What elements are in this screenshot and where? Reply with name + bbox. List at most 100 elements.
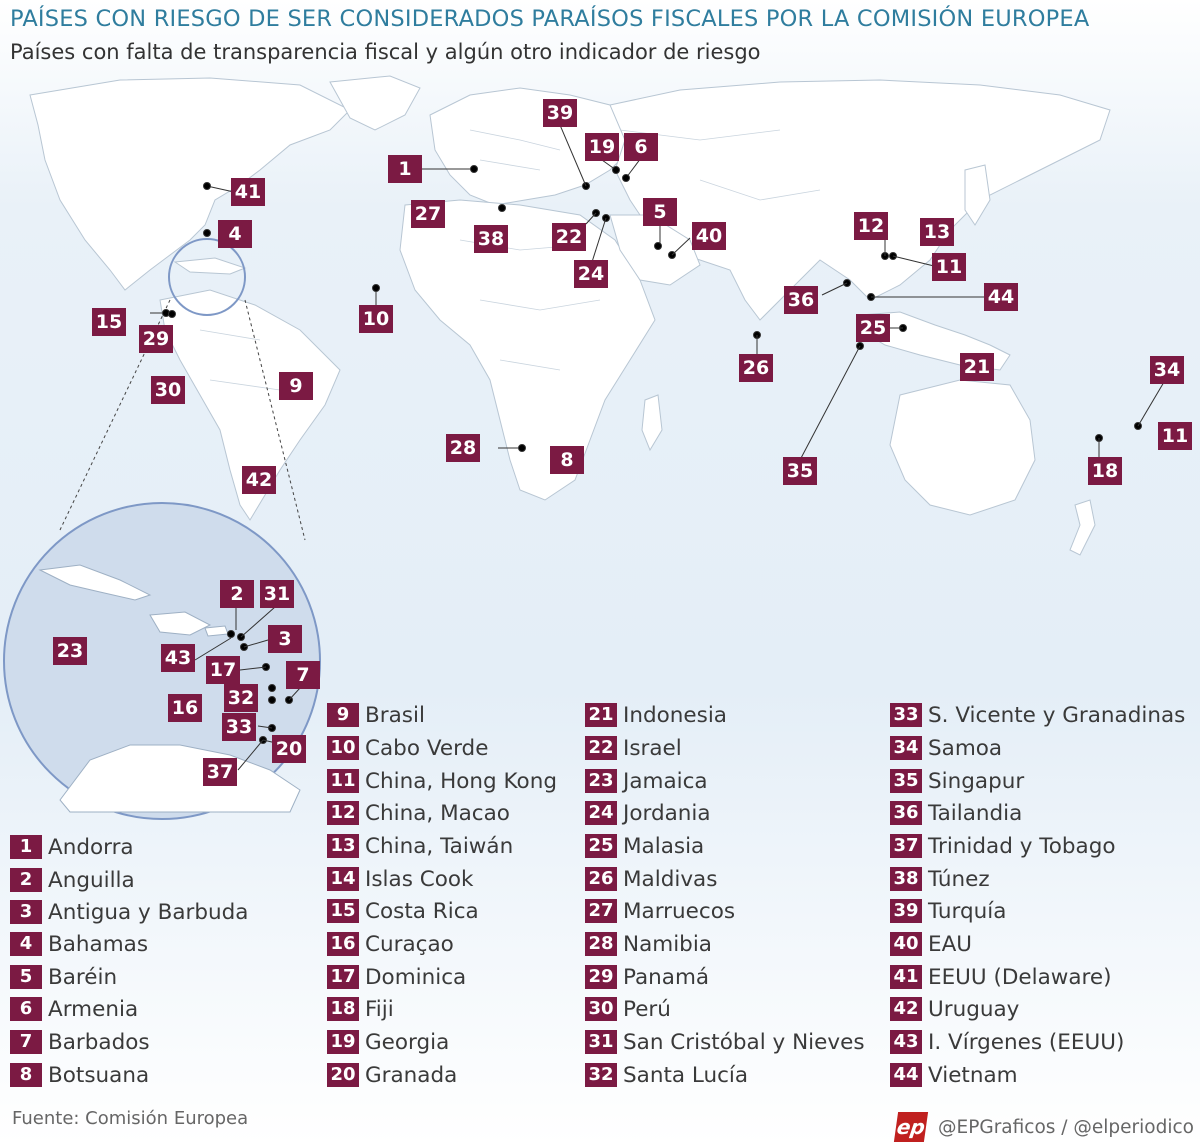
inset-badge-2: 2 [220,580,254,608]
legend-number: 9 [327,703,359,727]
map-badge-22: 22 [552,223,586,251]
legend-item: 42 Uruguay [890,995,1019,1023]
legend-country: Panamá [623,964,710,990]
legend-country: Namibia [623,931,712,957]
legend-item: 43 I. Vírgenes (EEUU) [890,1028,1124,1056]
legend-country: China, Macao [365,800,510,826]
legend-country: Jamaica [623,768,708,794]
legend-number: 27 [585,899,617,923]
legend-item: 17 Dominica [327,963,466,991]
legend-item: 28 Namibia [585,930,712,958]
legend-item: 3 Antigua y Barbuda [10,898,248,926]
legend-country: Granada [365,1062,458,1088]
legend-item: 36 Tailandia [890,799,1022,827]
legend-country: Georgia [365,1029,450,1055]
legend-number: 38 [890,867,922,891]
legend-item: 31 San Cristóbal y Nieves [585,1028,865,1056]
map-badge-39: 39 [543,99,577,127]
map-badge-41: 41 [231,178,265,206]
legend-country: Indonesia [623,702,727,728]
map-badge-11-pacific: 11 [1158,422,1192,450]
legend-number: 24 [585,801,617,825]
legend-country: Malasia [623,833,705,859]
legend-number: 31 [585,1030,617,1054]
legend-country: Fiji [365,996,394,1022]
legend-item: 9 Brasil [327,701,425,729]
legend-country: Samoa [928,735,1003,761]
legend-number: 32 [585,1063,617,1087]
legend-item: 29 Panamá [585,963,709,991]
map-badge-25: 25 [856,314,890,342]
legend-item: 15 Costa Rica [327,897,479,925]
map-badge-15: 15 [92,308,126,336]
map-badge-21: 21 [960,353,994,381]
inset-south-america-coast [59,744,301,813]
legend-number: 26 [585,867,617,891]
inset-puerto-rico [204,625,229,637]
map-badge-35: 35 [783,457,817,485]
legend-item: 5 Baréin [10,963,117,991]
legend-country: Uruguay [928,996,1020,1022]
legend-item: 22 Israel [585,734,682,762]
legend-country: Anguilla [48,867,135,893]
credits: ep @EPGraficos / @elperiodico [893,1112,1194,1142]
legend-country: San Cristóbal y Nieves [623,1029,865,1055]
north-america-landmass [29,77,351,291]
legend-number: 30 [585,997,617,1021]
legend-country: Vietnam [928,1062,1018,1088]
legend-item: 7 Barbados [10,1028,150,1056]
legend-number: 3 [10,900,42,924]
legend-number: 4 [10,932,42,956]
map-badge-5: 5 [643,198,677,226]
legend-item: 34 Samoa [890,734,1002,762]
legend-item: 19 Georgia [327,1028,449,1056]
legend-country: Baréin [48,964,118,990]
inset-hispaniola [149,611,212,636]
legend-number: 28 [585,932,617,956]
legend-number: 17 [327,965,359,989]
caribbean-landmass [173,257,247,275]
legend-country: Santa Lucía [623,1062,749,1088]
legend-number: 36 [890,801,922,825]
map-badge-34: 34 [1150,356,1184,384]
madagascar-landmass [641,394,663,452]
legend-number: 40 [890,932,922,956]
legend-item: 39 Turquía [890,897,1006,925]
legend-item: 40 EAU [890,930,972,958]
el-periodico-logo-icon: ep [893,1112,929,1142]
legend-country: Costa Rica [365,898,479,924]
legend-item: 37 Trinidad y Tobago [890,832,1116,860]
legend-item: 14 Islas Cook [327,865,474,893]
inset-badge-31: 31 [260,580,294,608]
legend-number: 7 [10,1030,42,1054]
legend-country: Barbados [48,1029,150,1055]
map-badge-6: 6 [624,133,658,161]
legend-country: Antigua y Barbuda [48,899,249,925]
legend-number: 1 [10,835,42,859]
inset-connector-right [244,299,306,541]
legend-number: 12 [327,801,359,825]
caribbean-highlight-circle [168,238,246,316]
legend-number: 16 [327,932,359,956]
legend-item: 8 Botsuana [10,1061,149,1089]
map-badge-13: 13 [920,218,954,246]
legend-item: 41 EEUU (Delaware) [890,963,1112,991]
legend-country: I. Vírgenes (EEUU) [928,1029,1125,1055]
map-badge-42: 42 [242,466,276,494]
legend-item: 44 Vietnam [890,1061,1018,1089]
australia-landmass [889,379,1036,516]
legend-country: Marruecos [623,898,736,924]
map-badge-30: 30 [151,376,185,404]
legend-country: Cabo Verde [365,735,489,761]
legend-number: 2 [10,868,42,892]
legend-country: Singapur [928,768,1025,794]
legend-item: 1 Andorra [10,833,134,861]
map-badge-11: 11 [932,253,966,281]
inset-badge-32: 32 [224,684,258,712]
map-badge-36: 36 [784,286,818,314]
legend-item: 12 China, Macao [327,799,510,827]
map-badge-12: 12 [854,212,888,240]
africa-landmass [399,199,656,501]
map-badge-44: 44 [984,283,1018,311]
legend-country: Curaçao [365,931,454,957]
